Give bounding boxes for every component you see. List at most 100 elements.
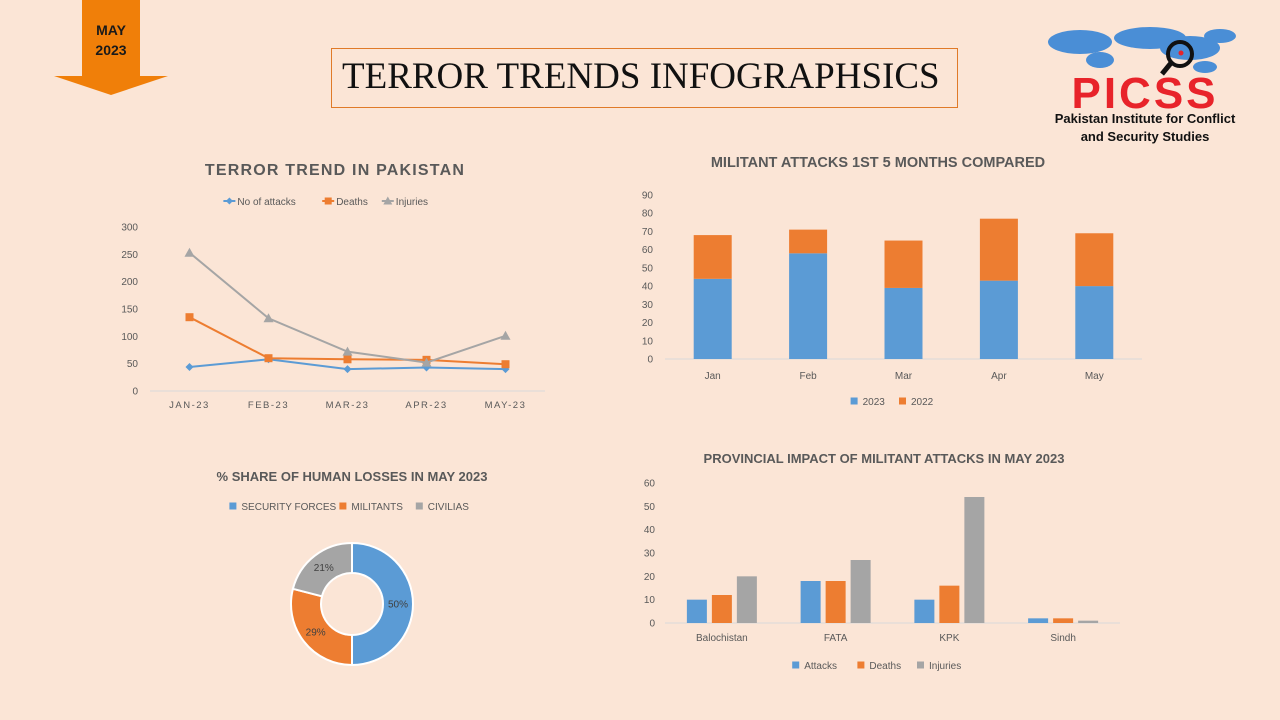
date-arrow-badge [54, 0, 168, 95]
bar [711, 595, 732, 623]
diamond-marker [343, 365, 352, 374]
x-tick-label: KPK [939, 633, 959, 644]
x-tick-label: Balochistan [696, 633, 748, 644]
legend-swatch [899, 397, 906, 405]
y-tick-label: 300 [121, 223, 138, 234]
logo-name-line1: Pakistan Institute for Conflict [1054, 111, 1236, 126]
legend-swatch [917, 661, 924, 669]
x-tick-label: Apr [991, 371, 1007, 382]
bar [789, 229, 828, 254]
y-tick-label: 200 [121, 277, 138, 288]
bar [1075, 233, 1114, 287]
provincial-impact-chart: PROVINCIAL IMPACT OF MILITANT ATTACKS IN… [644, 451, 1120, 672]
bar [1075, 286, 1114, 359]
x-tick-label: FEB-23 [248, 400, 289, 411]
pie-slice [351, 541, 414, 667]
bar [1053, 618, 1074, 623]
x-tick-label: Mar [895, 371, 913, 382]
triangle-marker [421, 357, 432, 367]
chart-title: PROVINCIAL IMPACT OF MILITANT ATTACKS IN… [704, 451, 1065, 466]
x-tick-label: JAN-23 [169, 400, 210, 411]
diamond-marker [185, 362, 194, 371]
bar [884, 240, 923, 288]
legend-label: Deaths [336, 197, 368, 208]
y-tick-label: 80 [642, 209, 654, 220]
legend-label: SECURITY FORCES [241, 502, 336, 513]
y-tick-label: 250 [121, 250, 138, 261]
bar [800, 581, 821, 623]
y-tick-label: 40 [644, 525, 656, 536]
legend-label: 2023 [863, 397, 886, 408]
logo-org-name: Pakistan Institute for Conflict and Secu… [1040, 110, 1250, 146]
legend-label: MILITANTS [351, 502, 403, 513]
legend-label: Injuries [929, 661, 961, 672]
bar [1028, 618, 1049, 623]
y-tick-label: 30 [642, 300, 654, 311]
legend-swatch [339, 502, 347, 510]
x-tick-label: Feb [799, 371, 817, 382]
triangle-marker [500, 330, 511, 340]
report-date: MAY 2023 [54, 20, 168, 60]
legend-swatch [792, 661, 800, 669]
legend-label: CIVILIAS [428, 502, 469, 513]
bar [939, 585, 960, 623]
y-tick-label: 10 [644, 595, 656, 606]
y-tick-label: 60 [642, 245, 654, 256]
y-tick-label: 50 [644, 502, 656, 513]
y-tick-label: 20 [644, 572, 656, 583]
x-tick-label: FATA [824, 633, 848, 644]
series-line [188, 251, 506, 364]
bar [979, 218, 1018, 281]
y-tick-label: 90 [642, 191, 654, 202]
monthly-compare-chart: MILITANT ATTACKS 1ST 5 MONTHS COMPARED 0 1… [642, 155, 1142, 408]
x-tick-label: May [1085, 371, 1104, 382]
slice-label: 29% [306, 628, 326, 639]
y-tick-label: 40 [642, 282, 654, 293]
bar [693, 235, 732, 279]
diamond-marker [225, 197, 233, 205]
y-tick-label: 150 [121, 305, 138, 316]
y-tick-label: 0 [132, 387, 138, 398]
y-tick-label: 100 [121, 332, 138, 343]
y-tick-label: 20 [642, 318, 654, 329]
bar [693, 278, 732, 359]
triangle-marker [184, 247, 195, 257]
pie-slice [291, 541, 353, 598]
report-month: MAY [96, 22, 126, 38]
legend-label: Injuries [396, 197, 428, 208]
triangle-marker [383, 196, 393, 205]
legend-swatch [415, 502, 423, 510]
report-year: 2023 [95, 42, 127, 58]
bar [736, 576, 757, 623]
bar [686, 599, 707, 623]
bar [850, 560, 871, 623]
y-tick-label: 60 [644, 479, 656, 490]
magnifier-icon [1160, 40, 1194, 76]
slice-label: 21% [314, 563, 334, 574]
bar [979, 280, 1018, 359]
x-tick-label: MAR-23 [326, 400, 370, 411]
chart-title: MILITANT ATTACKS 1ST 5 MONTHS COMPARED [711, 155, 1045, 171]
bar [964, 497, 985, 623]
square-marker [185, 313, 194, 322]
picss-logo: PICSS [1048, 27, 1236, 118]
y-tick-label: 10 [642, 336, 654, 347]
x-tick-label: Jan [705, 371, 721, 382]
legend-swatch [857, 661, 865, 669]
y-tick-label: 50 [127, 359, 139, 370]
legend-swatch [850, 397, 858, 405]
y-tick-label: 70 [642, 227, 654, 238]
triangle-marker [342, 346, 353, 356]
legend-label: Attacks [804, 661, 837, 672]
page-title: TERROR TRENDS INFOGRAPHSICS [331, 48, 958, 108]
triangle-marker [263, 313, 274, 323]
bar [789, 253, 828, 359]
x-tick-label: MAY-23 [485, 400, 527, 411]
pie-slice [290, 587, 353, 667]
legend-label: Deaths [869, 661, 901, 672]
human-losses-chart: % SHARE OF HUMAN LOSSES IN MAY 2023 SECUR… [217, 469, 487, 667]
y-tick-label: 0 [649, 619, 655, 630]
y-tick-label: 30 [644, 549, 656, 560]
x-tick-label: APR-23 [405, 400, 447, 411]
